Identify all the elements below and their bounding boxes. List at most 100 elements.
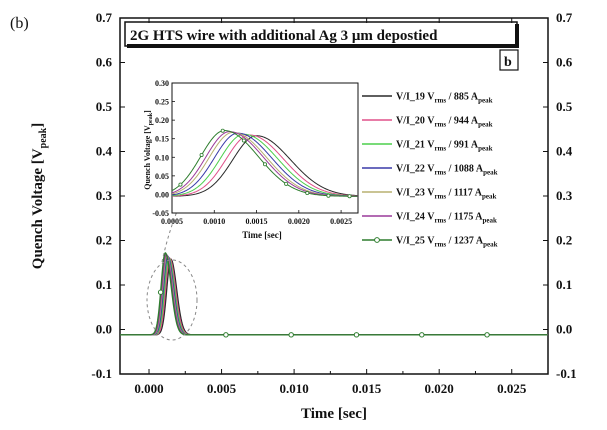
inset-series-marker [199,152,204,157]
legend-label-mid: / 944 A [446,116,479,127]
legend-label-sub: rms [434,121,446,129]
inset-y-axis-title-main: Quench Voltage [V [143,125,152,190]
main-series-line-24 [120,253,548,336]
main-series-marker [484,332,490,338]
y-tick-label-left: 0.6 [96,55,113,70]
legend-label-sub: rms [434,217,446,225]
legend-label: V/I_23 Vrms / 1117 Apeak [396,188,496,201]
legend-label: V/I_24 Vrms / 1175 Apeak [396,212,497,225]
legend-label-sub: rms [434,193,446,201]
inset-y-tick-label: -0.05 [152,209,169,218]
inset-series-marker [262,162,267,167]
legend-label-mid: / 1237 A [446,236,484,247]
legend-item-25: V/I_25 Vrms / 1237 Apeak [362,236,498,249]
inset-series-line-19 [172,135,358,197]
inset-x-tick-label: 0.0020 [288,217,310,226]
main-series-line-25 [120,251,548,336]
legend-item-24: V/I_24 Vrms / 1175 Apeak [362,212,497,225]
main-series-marker [288,332,294,338]
inset-series-marker [241,138,246,143]
inset-y-axis-title: Quench Voltage [Vpeak] [143,110,154,190]
legend-item-21: V/I_21 Vrms / 991 Apeak [362,140,493,153]
inset-x-tick-label: 0.0015 [246,217,268,226]
legend-label: V/I_22 Vrms / 1088 Apeak [396,164,498,177]
main-series-layer [120,251,554,338]
legend-label-sub: rms [434,169,446,177]
main-axis-ticks: -0.1 -0.1 0.0 0.0 0.1 0.1 0.2 0.2 0.3 0.3 0.4 0.4 0.… [91,10,576,396]
y-tick-label-right: 0.2 [556,233,572,248]
x-tick-label: 0.005 [207,381,237,396]
legend-label-main: V/I_22 V [396,164,435,175]
chart-title: 2G HTS wire with additional Ag 3 μm depo… [130,28,438,44]
inset-y-tick-label: 0.20 [155,116,169,125]
legend-label-main: V/I_25 V [396,236,435,247]
zoom-connector [161,147,213,263]
inset-series-line-20 [172,134,358,197]
inset-series-marker [347,194,352,199]
legend-label-sub2: peak [483,241,498,249]
y-tick-label-left: 0.2 [96,233,112,248]
panel-label: (b) [10,15,29,32]
y-tick-label-left: -0.1 [91,366,112,381]
y-tick-label-right: 0.6 [556,55,573,70]
y-tick-label-left: 0.0 [96,322,112,337]
main-series-marker [353,332,360,338]
legend-label-sub: rms [434,241,446,249]
main-series-line-21 [120,256,548,336]
inset-x-axis-title: Time [sec] [242,230,282,240]
inset-y-tick-label: 0.25 [155,98,169,107]
legend-label-sub: rms [434,97,446,105]
legend-item-22: V/I_22 Vrms / 1088 Apeak [362,164,498,177]
legend-label: V/I_25 Vrms / 1237 Apeak [396,236,498,249]
legend-label-sub: rms [434,145,446,153]
y-axis-title-end: ] [30,123,46,128]
main-series-marker [419,332,425,338]
main-series-marker [223,332,229,338]
inset-series-marker [305,191,310,196]
y-tick-label-left: 0.7 [96,10,113,25]
inset-x-tick-label: 0.0005 [161,217,183,226]
legend-label: V/I_20 Vrms / 944 Apeak [396,116,493,129]
main-series-marker [550,333,554,337]
main-series-line-19 [120,258,548,336]
inset-series-marker [220,128,225,133]
legend-label-sub2: peak [478,97,493,105]
y-tick-label-left: 0.1 [96,277,112,292]
inset-axis-ticks: -0.05 0.00 0.05 0.10 0.15 0.20 0.25 0.30 0.0005 0… [152,79,352,226]
legend-item-23: V/I_23 Vrms / 1117 Apeak [362,188,496,201]
y-tick-label-left: 0.3 [96,188,113,203]
inset-x-tick-label: 0.0025 [330,217,352,226]
legend-label-mid: / 1117 A [446,188,483,199]
inset-series-layer [172,128,358,199]
legend-label-main: V/I_19 V [396,92,435,103]
inset-series-line-21 [172,133,358,197]
legend-label-main: V/I_20 V [396,116,435,127]
legend-label-mid: / 1175 A [446,212,483,223]
corner-label: b [504,55,512,70]
y-tick-label-right: -0.1 [556,366,577,381]
x-axis-title: Time [sec] [301,406,367,422]
legend-label-main: V/I_24 V [396,212,435,223]
inset-y-tick-label: 0.05 [155,172,169,181]
legend-label-sub2: peak [478,145,493,153]
inset-y-tick-label: 0.00 [155,190,169,199]
inset-series-marker [326,193,331,198]
legend-label-mid: / 885 A [446,92,479,103]
legend-label-mid: / 1088 A [446,164,484,175]
inset-x-tick-label: 0.0010 [203,217,225,226]
legend-marker [374,237,380,243]
main-series-line-22 [120,255,548,336]
y-tick-label-right: 0.7 [556,10,573,25]
inset-y-tick-label: 0.10 [155,153,169,162]
legend-label-sub2: peak [482,193,497,201]
y-tick-label-right: 0.0 [556,322,572,337]
legend-label-main: V/I_21 V [396,140,435,151]
y-axis-title-main: Quench Voltage [V [30,148,46,269]
title-box: 2G HTS wire with additional Ag 3 μm depo… [124,21,519,48]
main-series-marker [157,289,164,295]
inset-series-marker [284,181,289,186]
y-tick-label-left: 0.4 [96,144,113,159]
corner-label-box: b [499,49,519,71]
y-axis-title-sub: peak [38,127,49,148]
